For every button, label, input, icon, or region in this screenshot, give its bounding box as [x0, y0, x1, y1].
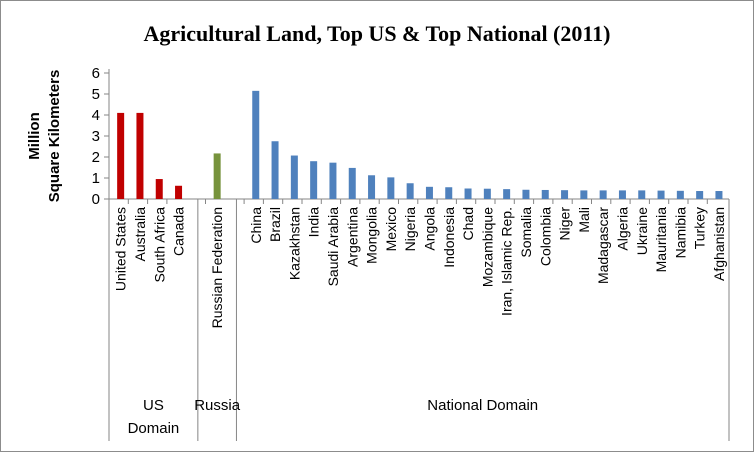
- category-label: Namibia: [672, 207, 688, 259]
- y-axis-label-line: Square Kilometers: [46, 70, 63, 203]
- category-label: Mexico: [383, 207, 399, 252]
- bar: [329, 162, 337, 199]
- category-label: Niger: [557, 207, 573, 241]
- category-label: Turkey: [692, 207, 708, 249]
- bar: [599, 190, 607, 199]
- category-label: Nigeria: [402, 207, 418, 252]
- bar: [696, 191, 704, 199]
- y-tick-label: 6: [92, 65, 100, 82]
- group-label: National Domain: [427, 397, 538, 414]
- bar: [715, 191, 723, 199]
- bar: [618, 190, 626, 199]
- category-label: Ukraine: [634, 207, 650, 255]
- bar: [271, 141, 279, 199]
- bar: [503, 189, 511, 199]
- category-label: Angola: [421, 207, 437, 251]
- y-tick-label: 2: [92, 149, 100, 166]
- category-label: Indonesia: [441, 207, 457, 268]
- category-label: Iran, Islamic Rep.: [499, 207, 515, 316]
- y-axis-label-line: Million: [26, 112, 43, 160]
- group-label: Domain: [128, 420, 180, 437]
- category-label: Brazil: [267, 207, 283, 242]
- bar: [368, 175, 376, 199]
- group-label: US: [143, 397, 164, 414]
- category-label: Chad: [460, 207, 476, 240]
- category-label: Argentina: [344, 207, 360, 267]
- bar: [561, 190, 569, 199]
- bar: [541, 189, 549, 199]
- category-label: South Africa: [151, 207, 167, 283]
- bar: [290, 155, 298, 199]
- bar: [387, 177, 395, 199]
- category-label: India: [306, 207, 322, 238]
- category-label: Somalia: [518, 207, 534, 258]
- bar: [136, 112, 144, 199]
- bar: [155, 179, 163, 199]
- y-tick-label: 1: [92, 170, 100, 187]
- bar: [464, 188, 472, 199]
- bar: [580, 190, 588, 199]
- y-tick-label: 5: [92, 86, 100, 103]
- bar: [638, 190, 646, 199]
- category-label: United States: [113, 207, 129, 291]
- category-label: Mali: [576, 207, 592, 233]
- category-label: Saudi Arabia: [325, 207, 341, 287]
- category-label: Colombia: [537, 207, 553, 266]
- group-labels: US Domain Russia National Domain: [108, 199, 730, 441]
- y-tick-label: 4: [92, 107, 100, 124]
- category-label: Mozambique: [479, 207, 495, 287]
- group-label: Russia: [194, 397, 241, 414]
- axes: [108, 69, 729, 200]
- bar: [117, 112, 125, 199]
- bar: [406, 183, 414, 199]
- bar: [425, 186, 433, 199]
- category-labels: United States Australia South Africa Canada…: [108, 199, 727, 328]
- bar: [483, 188, 491, 199]
- bar: [310, 161, 318, 199]
- bar: [676, 190, 684, 199]
- y-axis-ticks: 0 1 2 3 4 5 6: [92, 65, 109, 208]
- bar: [213, 153, 221, 199]
- category-label: Mongolia: [364, 207, 380, 264]
- bar: [348, 167, 356, 199]
- bar: [522, 189, 530, 199]
- category-label: Algeria: [614, 207, 630, 251]
- category-label: Kazakhstan: [286, 207, 302, 280]
- category-label: China: [248, 207, 264, 244]
- category-label: Madagascar: [595, 207, 611, 284]
- category-label: Mauritania: [653, 207, 669, 273]
- bar: [445, 187, 453, 199]
- bar: [175, 185, 183, 199]
- y-tick-label: 0: [92, 191, 100, 208]
- bar: [657, 190, 665, 199]
- category-label: Afghanistan: [711, 207, 727, 281]
- chart-title: Agricultural Land, Top US & Top National…: [143, 21, 610, 46]
- bars: [117, 90, 723, 199]
- y-axis-label: Million Square Kilometers: [26, 70, 63, 203]
- category-label: Russian Federation: [209, 207, 225, 328]
- bar: [252, 90, 260, 199]
- category-label: Canada: [171, 207, 187, 256]
- category-label: Australia: [132, 207, 148, 262]
- y-tick-label: 3: [92, 128, 100, 145]
